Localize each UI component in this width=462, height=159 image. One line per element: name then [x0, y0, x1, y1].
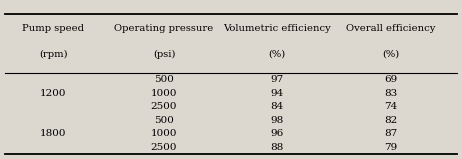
Text: (%): (%) [382, 50, 399, 59]
Text: 82: 82 [384, 116, 397, 125]
Text: 98: 98 [271, 116, 284, 125]
Text: 79: 79 [384, 143, 397, 152]
Text: 1000: 1000 [151, 129, 177, 138]
Text: 500: 500 [154, 116, 174, 125]
Text: 83: 83 [384, 89, 397, 98]
Text: (%): (%) [268, 50, 286, 59]
Text: (rpm): (rpm) [39, 49, 67, 59]
Text: 1000: 1000 [151, 89, 177, 98]
Text: 69: 69 [384, 75, 397, 84]
Text: 74: 74 [384, 102, 397, 111]
Text: 2500: 2500 [151, 102, 177, 111]
Text: 94: 94 [271, 89, 284, 98]
Text: 88: 88 [271, 143, 284, 152]
Text: 500: 500 [154, 75, 174, 84]
Text: 1200: 1200 [40, 89, 67, 98]
Text: 96: 96 [271, 129, 284, 138]
Text: 87: 87 [384, 129, 397, 138]
Text: 97: 97 [271, 75, 284, 84]
Text: Volumetric efficiency: Volumetric efficiency [223, 24, 331, 33]
Text: (psi): (psi) [153, 49, 175, 59]
Text: 2500: 2500 [151, 143, 177, 152]
Text: 1800: 1800 [40, 129, 67, 138]
Text: Operating pressure: Operating pressure [115, 24, 213, 33]
Text: Overall efficiency: Overall efficiency [346, 24, 435, 33]
Text: Pump speed: Pump speed [22, 24, 84, 33]
Text: 84: 84 [271, 102, 284, 111]
